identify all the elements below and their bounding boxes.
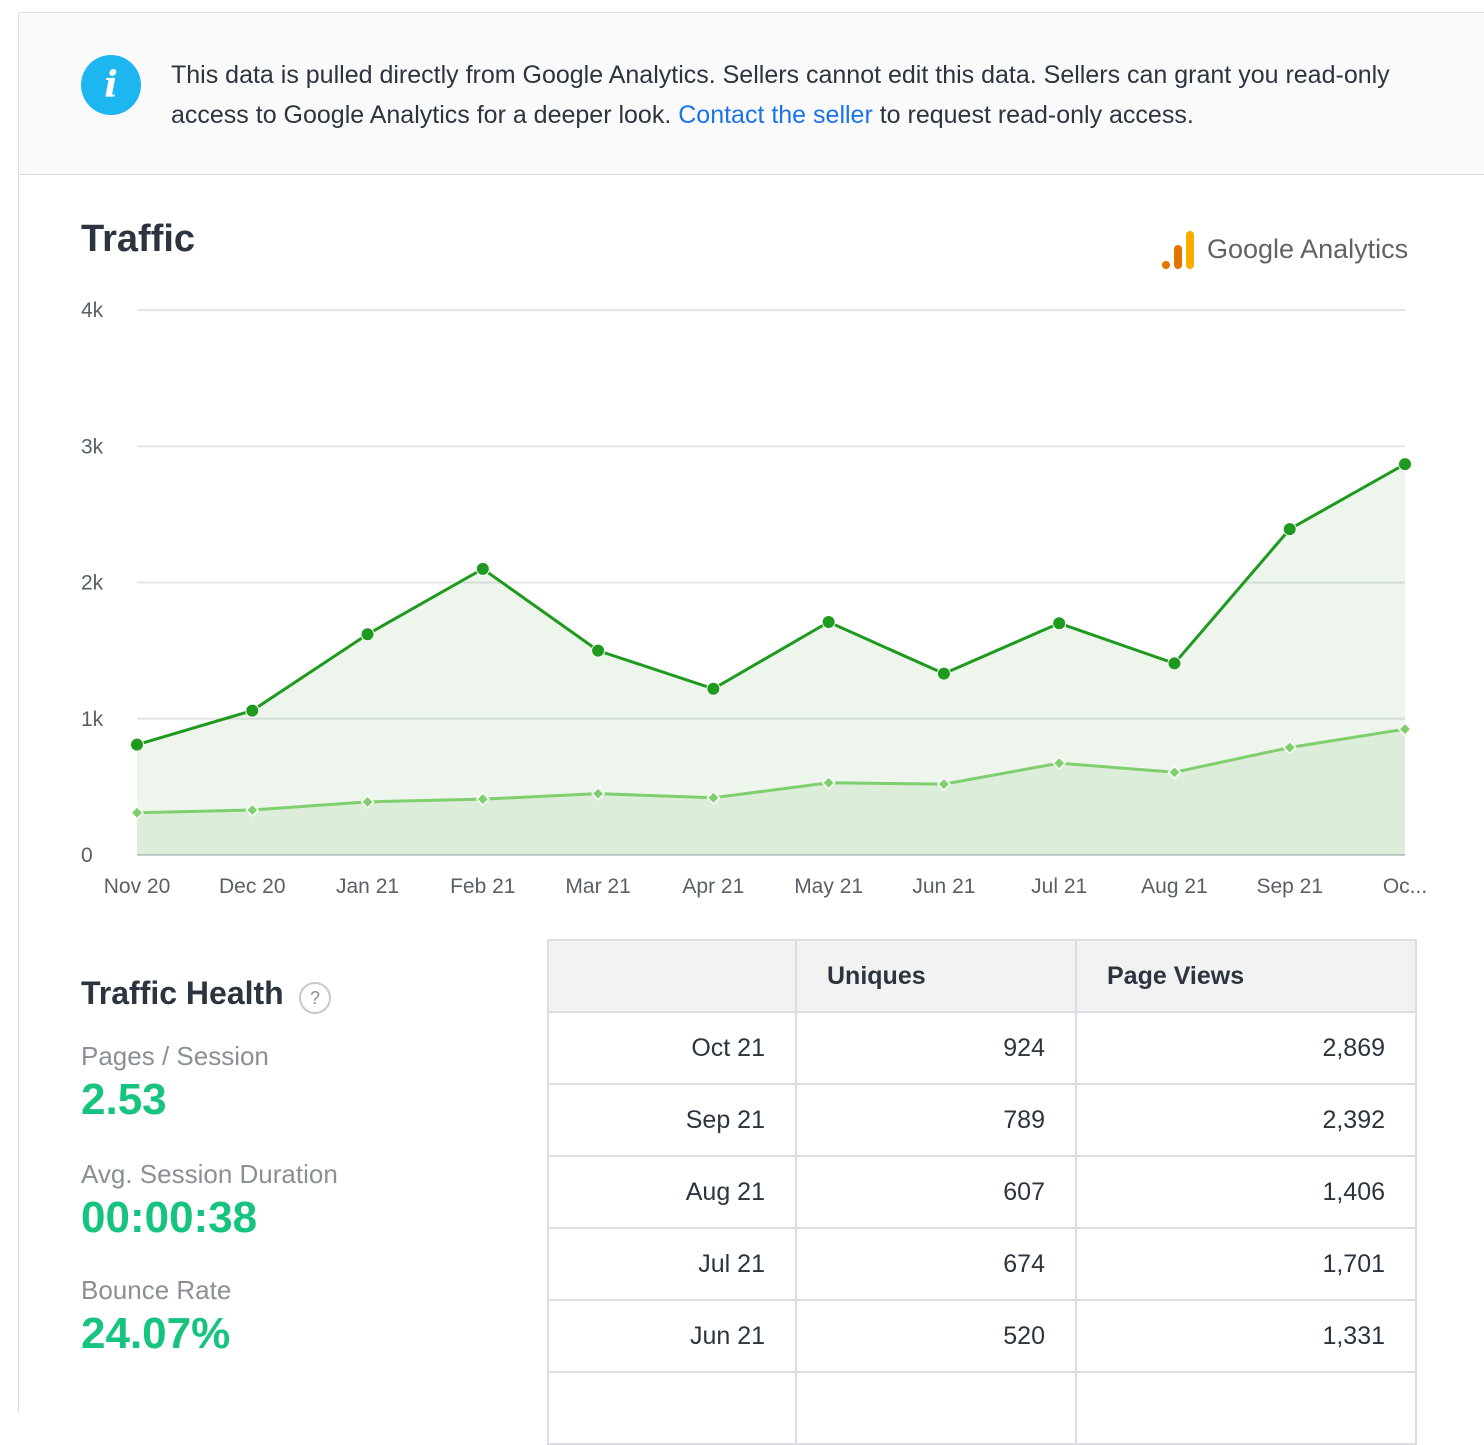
traffic-title: Traffic bbox=[81, 218, 196, 260]
table-cell-page-views: 1,406 bbox=[1075, 1155, 1417, 1229]
y-tick-label: 4k bbox=[81, 299, 104, 322]
table-row: Sep 21 789 2,392 bbox=[547, 1083, 1417, 1157]
table-header-row: Uniques Page Views bbox=[547, 939, 1417, 1013]
x-tick-label: Aug 21 bbox=[1141, 875, 1208, 898]
info-icon: i bbox=[81, 55, 141, 115]
y-tick-label: 2k bbox=[81, 572, 104, 595]
series-area bbox=[137, 464, 1405, 855]
table-header-uniques: Uniques bbox=[795, 939, 1077, 1013]
traffic-health-title: Traffic Health bbox=[81, 975, 284, 1011]
table-cell-empty bbox=[547, 1371, 797, 1445]
data-point bbox=[1398, 457, 1412, 472]
notice-text: This data is pulled directly from Google… bbox=[171, 55, 1421, 135]
table-cell-uniques: 520 bbox=[795, 1299, 1077, 1373]
table-row bbox=[547, 1371, 1417, 1445]
table-cell-page-views: 1,701 bbox=[1075, 1227, 1417, 1301]
table-cell-month: Oct 21 bbox=[547, 1011, 797, 1085]
table-cell-uniques: 674 bbox=[795, 1227, 1077, 1301]
avg-session-duration-label: Avg. Session Duration bbox=[81, 1159, 338, 1189]
data-point bbox=[591, 643, 606, 658]
x-tick-label: Jan 21 bbox=[336, 875, 399, 898]
data-point bbox=[475, 561, 490, 576]
data-point bbox=[245, 703, 260, 718]
x-tick-label: Sep 21 bbox=[1256, 875, 1323, 898]
x-tick-label: Nov 20 bbox=[104, 875, 171, 898]
pages-per-session-label: Pages / Session bbox=[81, 1041, 269, 1071]
table-cell-month: Sep 21 bbox=[547, 1083, 797, 1157]
data-point bbox=[1052, 756, 1067, 771]
data-point bbox=[129, 805, 145, 820]
table-row: Aug 21 607 1,406 bbox=[547, 1155, 1417, 1229]
data-point bbox=[1282, 522, 1297, 537]
data-point bbox=[936, 777, 951, 792]
x-tick-label: Apr 21 bbox=[682, 875, 744, 898]
traffic-panel: i This data is pulled directly from Goog… bbox=[18, 12, 1484, 1445]
data-point bbox=[130, 737, 144, 752]
series-line bbox=[136, 727, 1406, 815]
table-row: Jun 21 520 1,331 bbox=[547, 1299, 1417, 1373]
table-cell-month: Jun 21 bbox=[547, 1299, 797, 1373]
bounce-rate-label: Bounce Rate bbox=[81, 1275, 232, 1305]
table-header-month bbox=[547, 939, 797, 1013]
help-icon[interactable]: ? bbox=[299, 982, 331, 1014]
table-cell-month: Aug 21 bbox=[547, 1155, 797, 1229]
data-point bbox=[1282, 740, 1297, 755]
data-point bbox=[360, 627, 375, 642]
data-point bbox=[1167, 765, 1182, 780]
x-tick-label: Jun 21 bbox=[912, 875, 975, 898]
table-cell-month: Jul 21 bbox=[547, 1227, 797, 1301]
google-analytics-logo: Google Analytics bbox=[1161, 227, 1421, 271]
data-point bbox=[1167, 656, 1182, 671]
data-point bbox=[936, 666, 951, 681]
x-tick-label: Dec 20 bbox=[219, 875, 286, 898]
avg-session-duration-value: 00:00:38 bbox=[81, 1193, 258, 1242]
traffic-chart: 0 1k 2k 3k 4k Nov 20 Dec 20 Jan 21 Feb 21 Mar 21 A… bbox=[81, 299, 1427, 898]
data-point bbox=[706, 790, 721, 805]
table-row: Oct 21 924 2,869 bbox=[547, 1011, 1417, 1085]
data-point bbox=[591, 786, 606, 801]
table-cell-page-views: 2,869 bbox=[1075, 1011, 1417, 1085]
table-row: Jul 21 674 1,701 bbox=[547, 1227, 1417, 1301]
y-tick-label: 3k bbox=[81, 435, 104, 458]
y-tick-label: 1k bbox=[81, 708, 104, 731]
table-cell-empty bbox=[1075, 1371, 1417, 1445]
table-cell-uniques: 607 bbox=[795, 1155, 1077, 1229]
x-tick-label: Feb 21 bbox=[450, 875, 515, 898]
x-tick-label: May 21 bbox=[794, 875, 863, 898]
data-point bbox=[245, 802, 260, 818]
x-tick-label: Jul 21 bbox=[1031, 875, 1087, 898]
series-line bbox=[136, 462, 1406, 747]
series-area bbox=[137, 729, 1405, 855]
pages-per-session-value: 2.53 bbox=[81, 1075, 167, 1124]
data-point bbox=[821, 775, 836, 790]
data-point bbox=[706, 681, 721, 696]
bounce-rate-value: 24.07% bbox=[81, 1309, 231, 1358]
table-cell-empty bbox=[795, 1371, 1077, 1445]
table-cell-page-views: 2,392 bbox=[1075, 1083, 1417, 1157]
table-cell-uniques: 924 bbox=[795, 1011, 1077, 1085]
y-tick-label: 0 bbox=[81, 844, 93, 867]
table-cell-page-views: 1,331 bbox=[1075, 1299, 1417, 1373]
table-header-page-views: Page Views bbox=[1075, 939, 1417, 1013]
data-point bbox=[1052, 616, 1067, 631]
x-tick-label: Oc... bbox=[1383, 875, 1427, 898]
contact-seller-link[interactable]: Contact the seller bbox=[678, 101, 873, 129]
data-point bbox=[360, 794, 375, 809]
data-point bbox=[1397, 722, 1413, 737]
traffic-table: Uniques Page Views Oct 21 924 2,869 Sep … bbox=[547, 939, 1417, 1445]
info-notice: i This data is pulled directly from Goog… bbox=[19, 13, 1484, 175]
x-tick-label: Mar 21 bbox=[565, 875, 630, 898]
google-analytics-label: Google Analytics bbox=[1207, 234, 1409, 264]
table-cell-uniques: 789 bbox=[795, 1083, 1077, 1157]
data-point bbox=[821, 615, 836, 630]
data-point bbox=[475, 792, 490, 807]
google-analytics-icon bbox=[1162, 231, 1194, 269]
notice-text-after: to request read-only access. bbox=[872, 101, 1194, 129]
notice-text-before: This data is pulled directly from Google… bbox=[171, 61, 1390, 129]
